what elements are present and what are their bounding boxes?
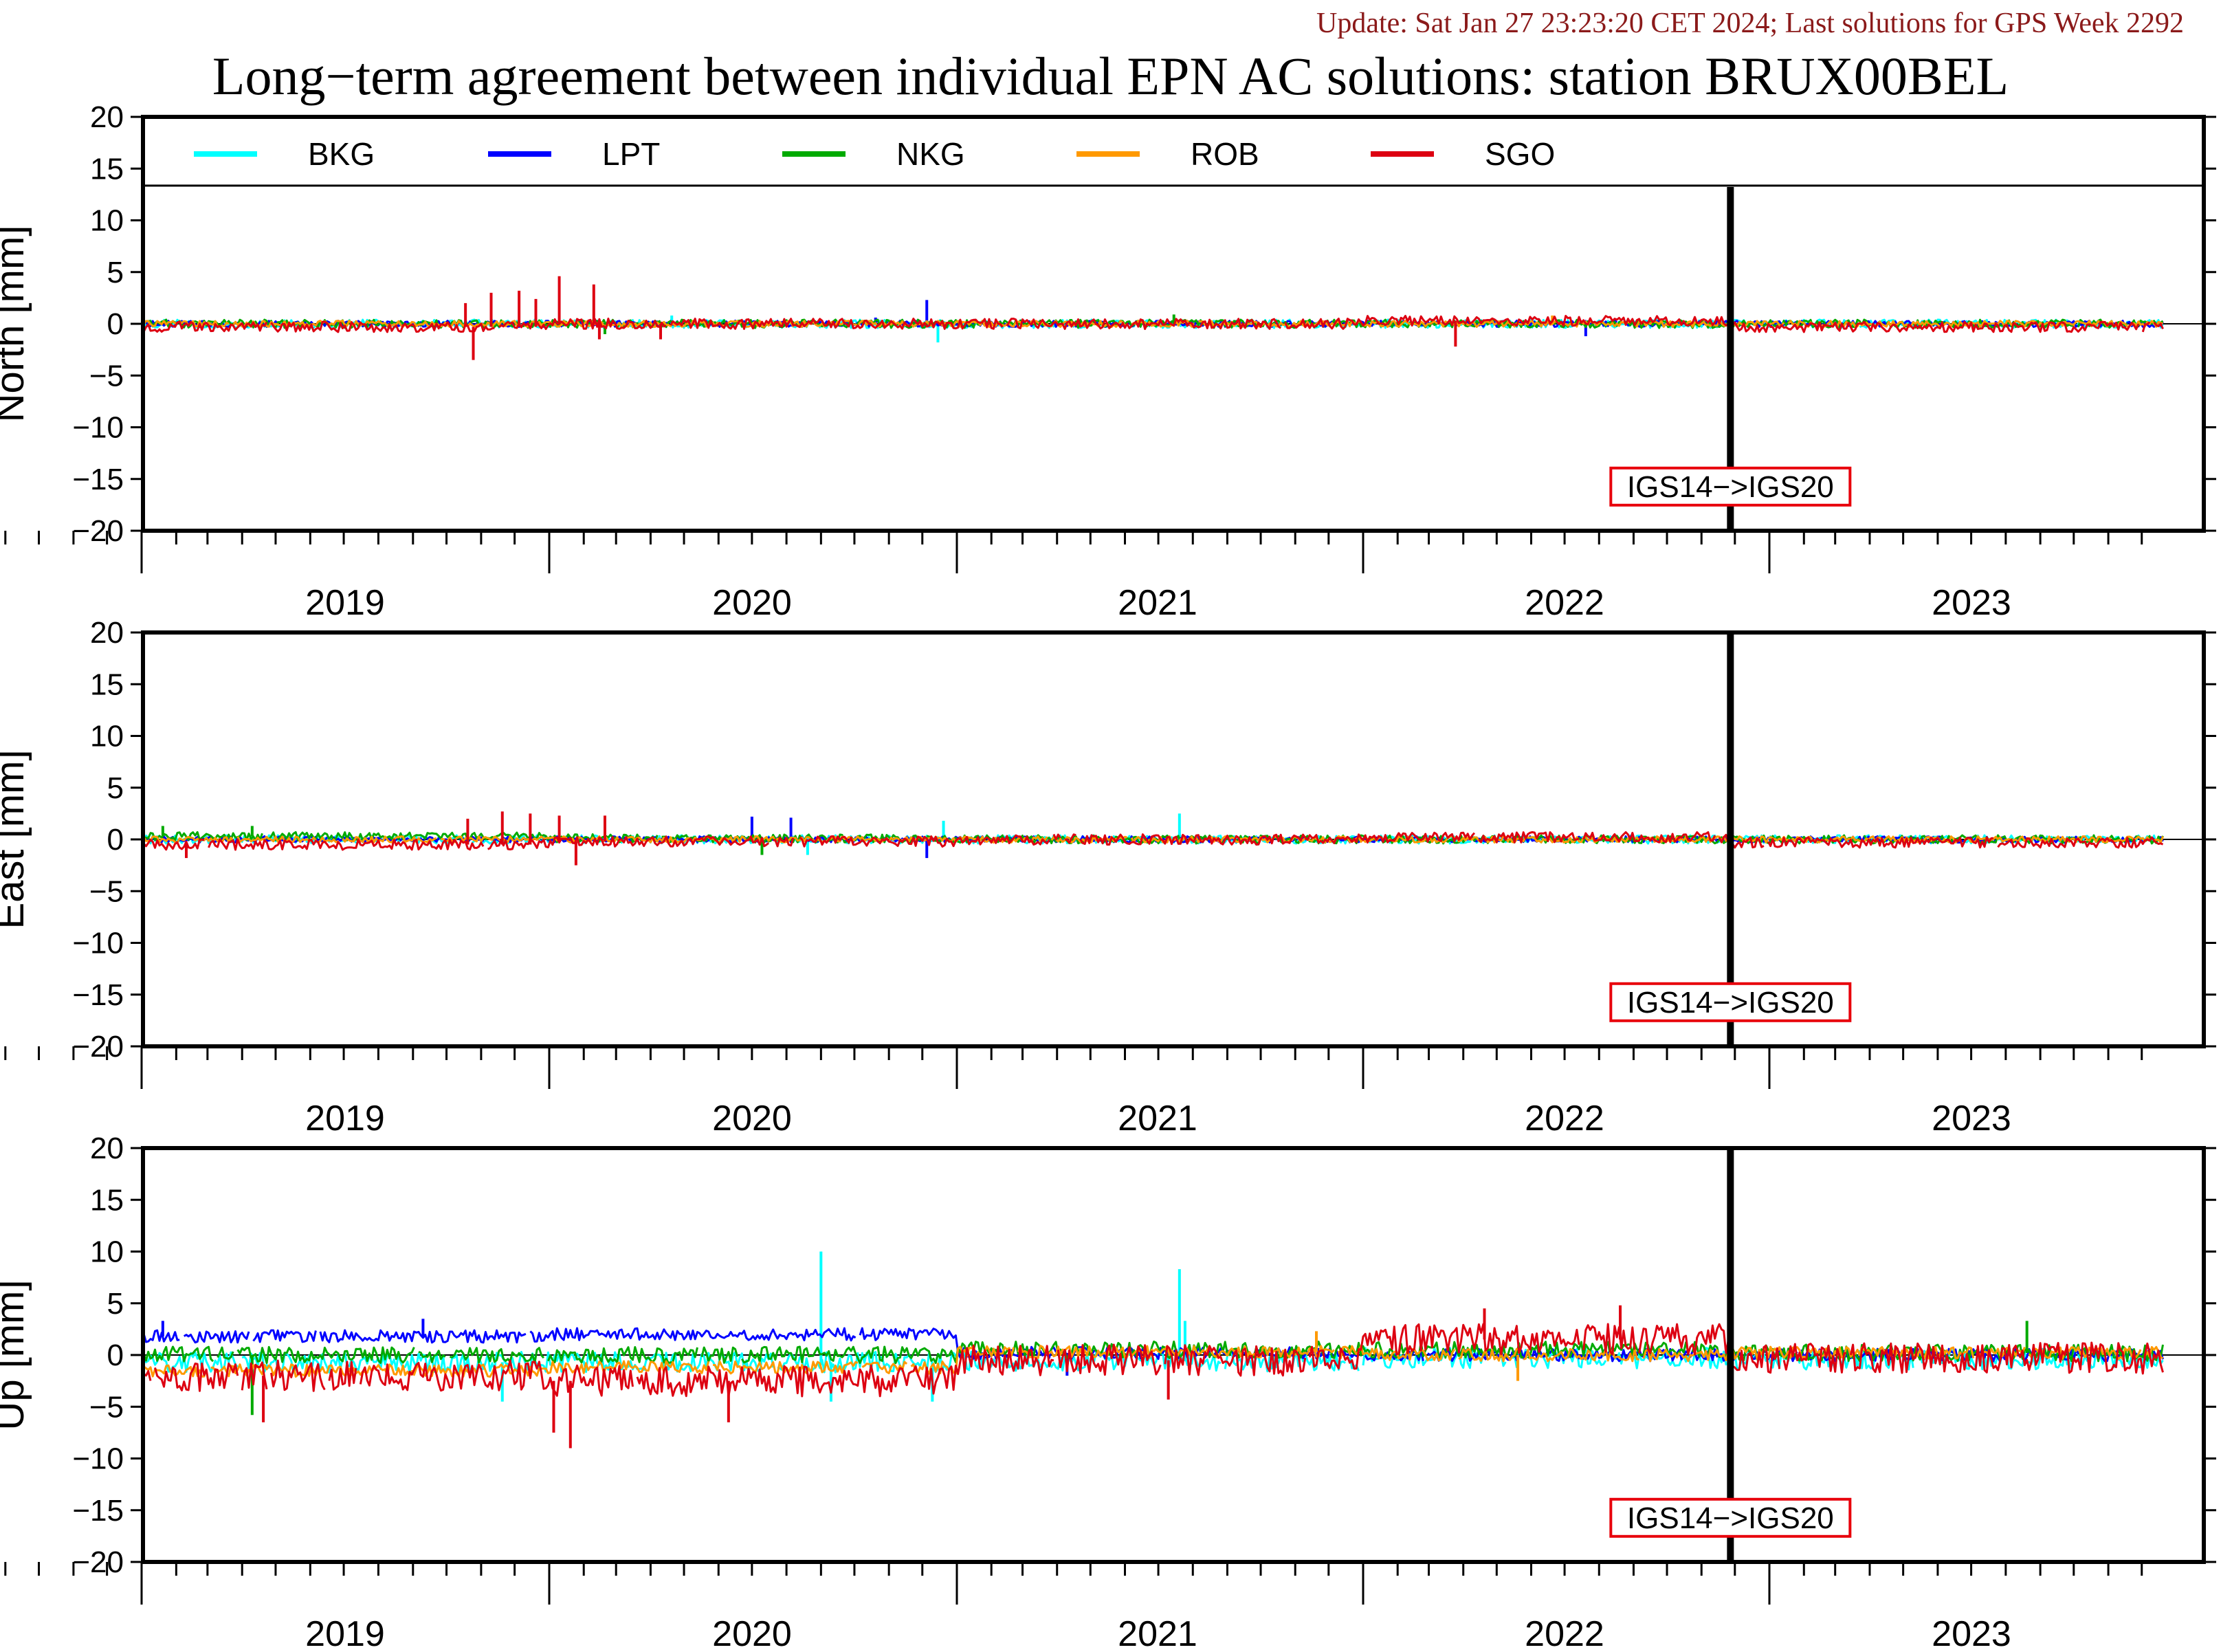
legend-label: SGO [1485, 136, 1555, 172]
series-sgo [143, 315, 2164, 333]
x-tick-label: 2023 [1932, 583, 2011, 623]
x-tick-label: 2021 [1118, 1099, 1197, 1138]
update-timestamp: Update: Sat Jan 27 23:23:20 CET 2024; La… [1316, 8, 2184, 39]
legend: BKG LPT NKG ROB SGO [143, 136, 2204, 187]
x-tick-label: 2023 [1932, 1614, 2011, 1649]
x-tick-label: 2021 [1118, 1614, 1197, 1649]
y-axis-label: East [mm] [0, 749, 32, 929]
y-tick-label: 20 [90, 100, 124, 134]
legend-item-nkg: NKG [782, 136, 965, 172]
y-tick-label: 0 [107, 1339, 124, 1372]
y-tick-label: −20 [72, 1545, 124, 1579]
annotation-text: IGS14−>IGS20 [1627, 986, 1834, 1020]
y-tick-label: 15 [90, 1183, 124, 1217]
y-tick-label: 5 [107, 771, 124, 805]
x-tick-label: 2019 [305, 1614, 385, 1649]
y-tick-label: −5 [89, 1390, 124, 1424]
legend-label: LPT [602, 136, 660, 172]
y-axis-label: Up [mm] [0, 1279, 32, 1430]
y-tick-label: 20 [90, 616, 124, 650]
y-tick-label: 10 [90, 1235, 124, 1269]
y-tick-label: −15 [72, 978, 124, 1012]
x-tick-label: 2019 [305, 583, 385, 623]
y-tick-label: 5 [107, 256, 124, 289]
y-tick-label: 0 [107, 307, 124, 341]
y-tick-label: −20 [72, 514, 124, 548]
x-tick-label: 2020 [712, 583, 792, 623]
x-tick-label: 2022 [1525, 1614, 1604, 1649]
x-tick-label: 2021 [1118, 583, 1197, 623]
panel-up: IGS14−>IGS20 −20 −15 −10 −5 0 5 10 15 20 Up [mm] 20… [0, 1132, 2216, 1652]
panel-east: IGS14−>IGS20 −20 −15 −10 −5 0 5 10 15 20 East [mm]… [0, 616, 2216, 1138]
series-group [143, 811, 2164, 866]
series-sgo [143, 831, 2164, 851]
legend-item-bkg: BKG [194, 136, 375, 172]
y-tick-label: 10 [90, 720, 124, 753]
x-tick-label: 2023 [1932, 1099, 2011, 1138]
y-axis-label: North [mm] [0, 225, 32, 423]
y-tick-label: 0 [107, 823, 124, 857]
legend-item-sgo: SGO [1371, 136, 1555, 172]
chart-title: Long−term agreement between individual E… [212, 46, 2009, 106]
series-group [143, 276, 2164, 360]
annotation-text: IGS14−>IGS20 [1627, 470, 1834, 504]
y-tick-label: 20 [90, 1132, 124, 1165]
y-tick-label: 15 [90, 152, 124, 186]
series-sgo [143, 1323, 2164, 1398]
x-tick-label: 2022 [1525, 1099, 1604, 1138]
legend-item-rob: ROB [1076, 136, 1259, 172]
y-tick-label: 15 [90, 668, 124, 701]
x-tick-label: 2019 [305, 1099, 385, 1138]
annotation-text: IGS14−>IGS20 [1627, 1501, 1834, 1535]
annotation-rect [1609, 1497, 1852, 1538]
annotation-rect [1609, 466, 1852, 507]
y-tick-label: −5 [89, 359, 124, 393]
annotation-box: IGS14−>IGS20 [1609, 466, 1852, 507]
legend-label: ROB [1191, 136, 1259, 172]
y-tick-label: −15 [72, 463, 124, 496]
legend-label: BKG [308, 136, 375, 172]
y-tick-label: 5 [107, 1287, 124, 1321]
series-group [143, 1251, 2164, 1449]
x-tick-label: 2022 [1525, 583, 1604, 623]
y-tick-label: −20 [72, 1030, 124, 1064]
legend-label: NKG [896, 136, 965, 172]
y-tick-label: −10 [72, 927, 124, 960]
x-tick-label: 2020 [712, 1614, 792, 1649]
y-tick-label: −10 [72, 411, 124, 445]
annotation-box: IGS14−>IGS20 [1609, 982, 1852, 1022]
x-tick-label: 2020 [712, 1099, 792, 1138]
y-tick-label: −10 [72, 1442, 124, 1476]
panel-north: IGS14−>IGS20 −20 −15 −10 −5 0 5 10 15 20 North [mm… [0, 100, 2216, 623]
annotation-box: IGS14−>IGS20 [1609, 1497, 1852, 1538]
y-tick-label: −5 [89, 874, 124, 908]
legend-item-lpt: LPT [488, 136, 660, 172]
y-tick-label: 10 [90, 204, 124, 238]
annotation-rect [1609, 982, 1852, 1022]
y-tick-label: −15 [72, 1494, 124, 1528]
